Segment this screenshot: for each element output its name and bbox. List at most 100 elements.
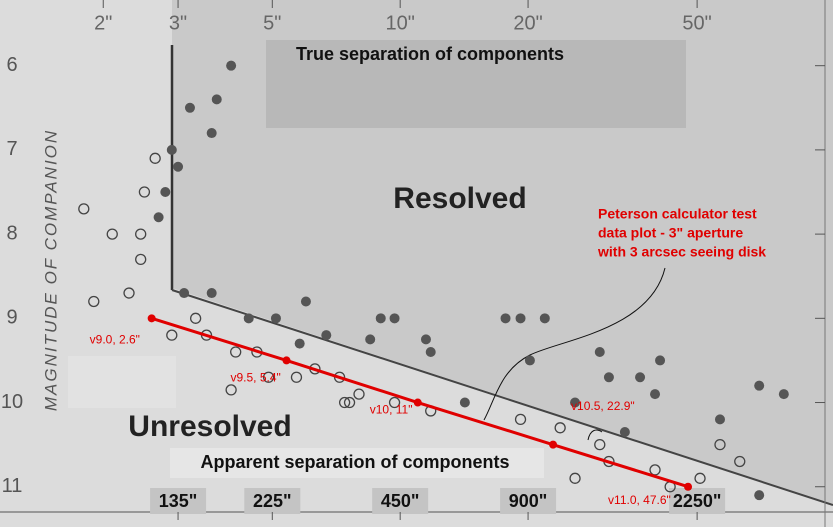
data-point <box>147 314 156 323</box>
data-point <box>635 372 646 383</box>
point-label: v10.5, 22.9" <box>571 399 635 413</box>
data-point <box>225 384 237 396</box>
data-point <box>459 397 470 408</box>
data-point <box>515 313 526 324</box>
data-point <box>570 397 581 408</box>
data-point <box>778 389 789 400</box>
tick-label-box <box>244 488 301 514</box>
data-point <box>694 472 706 484</box>
point-label: v9.5, 5.4" <box>230 371 280 385</box>
label-box <box>170 448 544 478</box>
bottom-axis-title: Apparent separation of components <box>200 452 509 472</box>
top-axis-title: True separation of components <box>296 44 564 64</box>
tick-label-box <box>500 488 557 514</box>
y-tick-label: 10 <box>1 391 23 413</box>
data-point <box>189 312 202 324</box>
top-tick-label: 50" <box>682 12 711 34</box>
data-point <box>166 144 177 155</box>
data-point <box>650 389 661 400</box>
data-point <box>179 288 190 299</box>
data-point <box>321 330 332 341</box>
region-label: Resolved <box>393 182 526 215</box>
top-tick-label: 2" <box>94 12 112 34</box>
data-point <box>135 228 147 240</box>
data-point <box>153 212 164 223</box>
boundary-line <box>171 289 833 506</box>
data-point <box>754 490 765 501</box>
tick-label-box <box>669 488 726 514</box>
annotation-pointer <box>587 429 603 441</box>
point-label: v11.0, 47.6" <box>608 493 671 507</box>
data-point <box>184 102 195 113</box>
label-box <box>266 40 686 128</box>
data-point <box>714 414 725 425</box>
data-point <box>375 313 386 324</box>
annotation-pointer <box>483 267 666 421</box>
data-point <box>173 161 184 172</box>
data-point <box>353 388 365 400</box>
data-point <box>88 295 100 308</box>
data-point <box>714 438 726 451</box>
data-point <box>78 203 90 215</box>
data-point <box>282 356 291 365</box>
data-point <box>549 440 558 449</box>
data-point <box>230 346 242 358</box>
data-point <box>270 313 281 324</box>
y-tick-label: 6 <box>6 54 17 76</box>
top-tick-label: 20" <box>513 12 542 34</box>
data-point <box>123 287 135 299</box>
data-point <box>420 334 431 345</box>
data-point <box>338 396 351 409</box>
data-point <box>594 347 605 357</box>
data-point <box>594 438 606 451</box>
top-tick-label: 10" <box>386 12 415 34</box>
data-point <box>138 186 151 198</box>
data-point <box>389 313 400 324</box>
y-tick-label: 7 <box>6 138 17 160</box>
data-point <box>160 187 171 197</box>
data-point <box>343 396 356 409</box>
bottom-tick-label: 2250" <box>673 491 722 511</box>
data-point <box>514 413 527 426</box>
data-point <box>569 472 581 484</box>
data-point <box>500 313 511 324</box>
y-tick-label: 8 <box>6 222 17 244</box>
point-label: v9.0, 2.6" <box>90 332 140 346</box>
data-point <box>539 313 550 324</box>
data-point <box>106 228 118 240</box>
data-point <box>734 455 746 468</box>
data-point <box>290 371 303 383</box>
data-point <box>655 355 666 366</box>
data-point <box>524 355 535 366</box>
data-point <box>166 329 178 341</box>
data-point <box>754 380 765 391</box>
data-point <box>149 152 161 164</box>
annotation: data plot - 3" aperture <box>598 225 743 241</box>
data-point <box>619 427 630 437</box>
bottom-tick-label: 450" <box>381 491 420 511</box>
y-axis-title: MAGNITUDE OF COMPANION <box>41 129 60 411</box>
bottom-tick-label: 135" <box>159 491 198 511</box>
data-point <box>603 372 614 383</box>
y-tick-label: 9 <box>6 307 17 329</box>
data-point <box>211 94 222 105</box>
tick-label-box <box>150 488 207 514</box>
data-point <box>365 334 376 345</box>
tick-label-box <box>372 488 429 514</box>
data-point <box>300 296 311 307</box>
annotation: Peterson calculator test <box>598 206 757 222</box>
data-point <box>554 422 566 434</box>
data-point <box>294 338 305 349</box>
data-point <box>135 253 147 266</box>
label-box <box>68 356 176 408</box>
data-point <box>413 398 422 407</box>
data-point <box>243 313 254 324</box>
data-point <box>226 60 237 71</box>
data-point <box>388 396 401 409</box>
point-label: v10, 11" <box>370 403 413 417</box>
data-point <box>684 482 693 491</box>
region-label: Unresolved <box>128 410 291 443</box>
top-tick-label: 5" <box>263 12 281 34</box>
bottom-tick-label: 900" <box>509 491 548 511</box>
